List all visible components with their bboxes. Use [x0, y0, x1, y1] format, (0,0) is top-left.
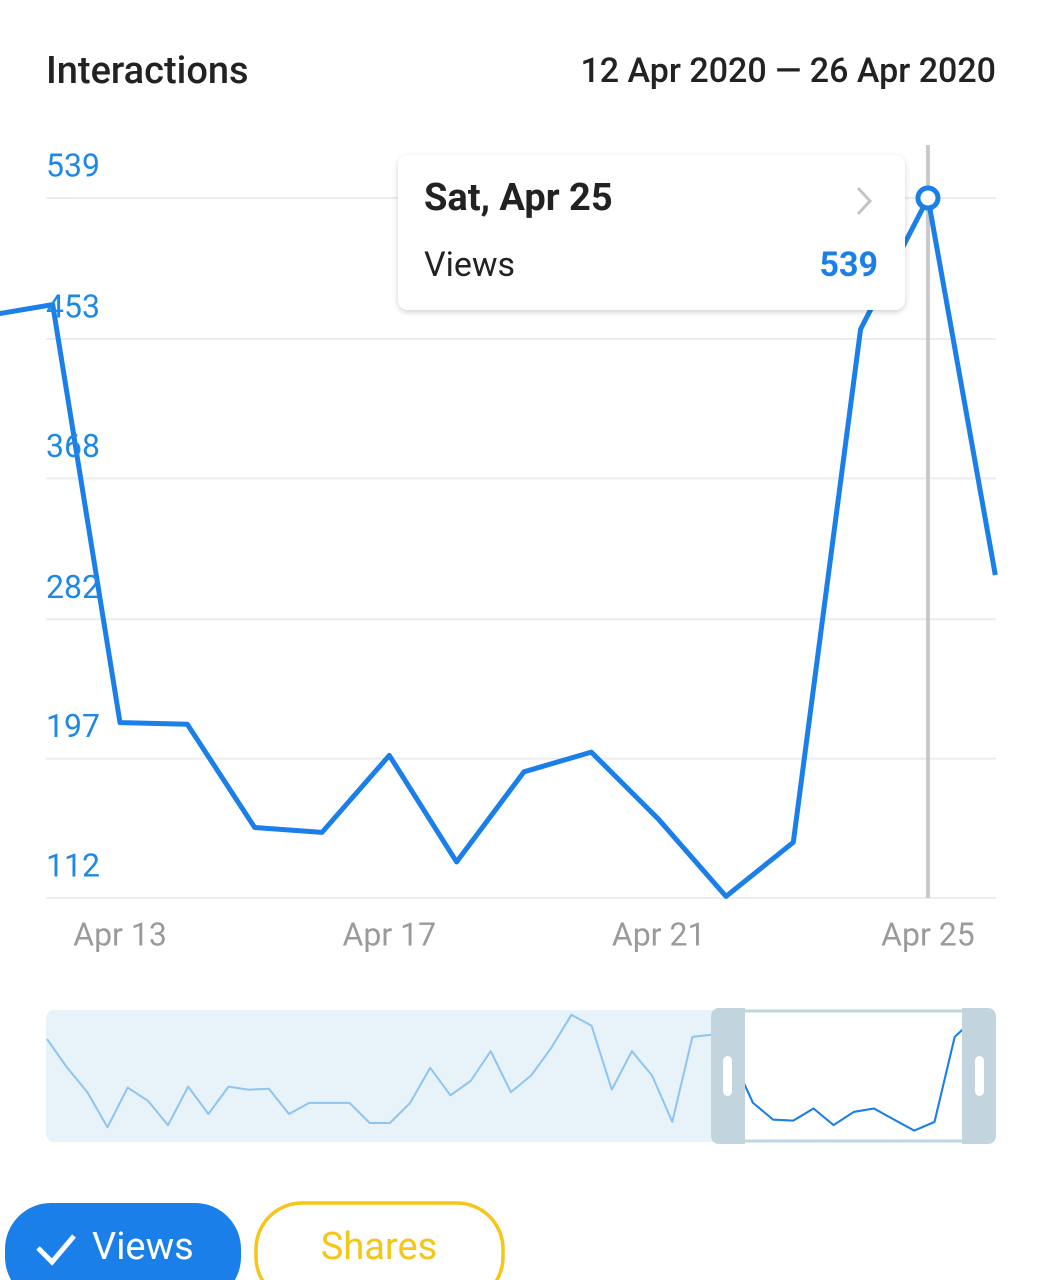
series-line: [0, 195, 998, 899]
x-tick-label: Apr 13: [73, 915, 167, 953]
filter-views[interactable]: Views: [5, 1203, 241, 1280]
y-tick-label: 453: [46, 287, 100, 325]
highlight-point: [915, 185, 941, 211]
x-tick-label: Apr 25: [881, 915, 975, 953]
series-line: [745, 1028, 962, 1132]
tooltip-value: 539: [819, 245, 878, 285]
tooltip-title: Sat, Apr 25: [424, 176, 613, 220]
x-tick-label: Apr 17: [343, 915, 437, 953]
button-bg: [254, 1201, 505, 1280]
tooltip[interactable]: [398, 155, 905, 310]
y-tick-label: 112: [46, 846, 100, 884]
filter-shares[interactable]: Shares: [254, 1201, 505, 1280]
tooltip-label: Views: [424, 245, 515, 285]
tooltip-box: [398, 155, 905, 310]
y-tick-label: 539: [46, 146, 100, 184]
chevron: [856, 186, 873, 216]
handle-grip: [723, 1056, 732, 1096]
x-tick-label: Apr 21: [612, 915, 706, 953]
button-label: Views: [92, 1225, 194, 1269]
navigator-window: [745, 1010, 962, 1142]
window-frame: [745, 1009, 962, 1143]
y-tick-label: 282: [46, 568, 100, 606]
y-tick-label: 197: [46, 707, 100, 745]
y-tick-label: 368: [46, 427, 100, 465]
check-icon: [36, 1234, 76, 1266]
date-range: 12 Apr 2020 — 26 Apr 2020: [580, 51, 996, 91]
button-bg: [5, 1203, 241, 1280]
title: Interactions: [46, 49, 249, 93]
handle-grip: [975, 1056, 984, 1096]
button-label: Shares: [321, 1225, 437, 1269]
